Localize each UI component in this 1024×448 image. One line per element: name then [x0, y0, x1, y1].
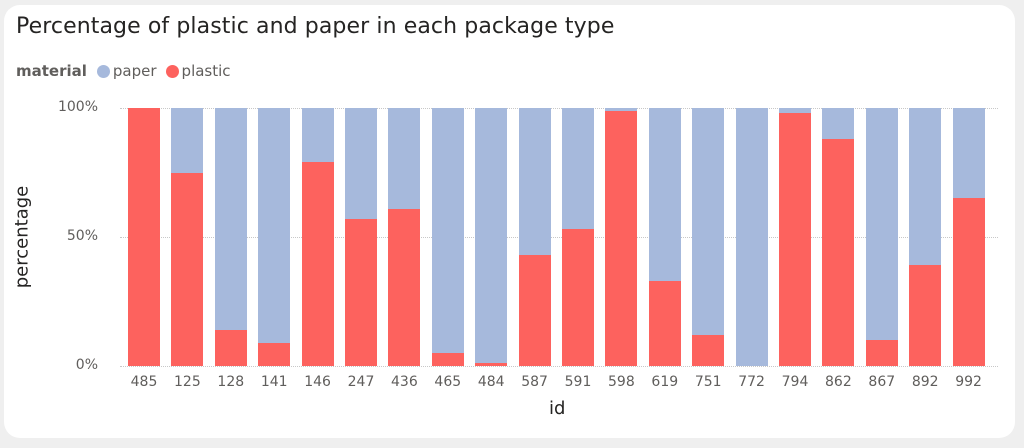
bar-segment-paper[interactable]: [214, 108, 247, 330]
bar-619[interactable]: [648, 108, 681, 366]
bar-segment-paper[interactable]: [909, 108, 942, 266]
bar-segment-paper[interactable]: [605, 108, 638, 111]
bar-segment-paper[interactable]: [822, 108, 855, 139]
bar-segment-plastic[interactable]: [475, 363, 508, 366]
plastic-swatch-icon: [165, 64, 179, 78]
bar-587[interactable]: [518, 108, 551, 366]
bar-141[interactable]: [258, 108, 291, 366]
bar-segment-plastic[interactable]: [518, 255, 551, 366]
x-tick-label: 485: [130, 374, 158, 390]
bar-segment-plastic[interactable]: [909, 265, 942, 366]
gridline: [120, 108, 998, 109]
bar-segment-plastic[interactable]: [692, 335, 725, 366]
bar-segment-plastic[interactable]: [258, 342, 291, 366]
bar-segment-plastic[interactable]: [301, 162, 334, 366]
x-tick-label: 146: [304, 374, 331, 390]
bar-772[interactable]: [735, 108, 768, 366]
bar-segment-plastic[interactable]: [431, 353, 464, 366]
bar-146[interactable]: [301, 108, 334, 366]
bar-segment-paper[interactable]: [735, 108, 768, 366]
x-tick-label: 587: [521, 374, 548, 390]
bar-128[interactable]: [214, 108, 247, 366]
x-tick-label: 862: [825, 374, 852, 390]
x-tick-label: 751: [694, 374, 722, 390]
bar-segment-plastic[interactable]: [648, 280, 681, 366]
bar-485[interactable]: [128, 108, 160, 366]
bar-segment-paper[interactable]: [258, 108, 291, 343]
bar-segment-plastic[interactable]: [865, 340, 898, 366]
legend-label: plastic: [181, 62, 231, 80]
bar-247[interactable]: [345, 108, 377, 366]
bar-465[interactable]: [431, 108, 464, 366]
bar-segment-paper[interactable]: [431, 108, 464, 354]
bar-598[interactable]: [605, 108, 638, 366]
bar-segment-paper[interactable]: [301, 108, 334, 163]
x-tick-label: 128: [217, 374, 245, 390]
x-axis-label: id: [549, 398, 566, 419]
x-tick-label: 125: [174, 374, 201, 390]
bar-segment-plastic[interactable]: [562, 229, 594, 366]
x-tick-label: 598: [608, 374, 635, 390]
bar-segment-plastic[interactable]: [388, 208, 421, 366]
bar-segment-paper[interactable]: [518, 108, 551, 256]
x-tick-label: 992: [955, 374, 982, 390]
bar-436[interactable]: [388, 108, 421, 366]
bar-segment-plastic[interactable]: [214, 329, 247, 366]
x-tick-label: 591: [564, 374, 592, 390]
legend-label: paper: [112, 62, 157, 80]
chart-title: Percentage of plastic and paper in each …: [16, 14, 615, 39]
gridline: [120, 237, 998, 238]
bar-segment-paper[interactable]: [562, 108, 594, 230]
legend-title: material: [16, 62, 87, 80]
bar-segment-paper[interactable]: [648, 108, 681, 281]
legend: material paper plastic: [16, 62, 240, 80]
bar-segment-plastic[interactable]: [779, 113, 811, 366]
bar-segment-paper[interactable]: [171, 108, 204, 173]
bar-892[interactable]: [909, 108, 942, 366]
bar-segment-plastic[interactable]: [952, 198, 985, 366]
x-tick-label: 794: [781, 374, 809, 390]
bar-segment-paper[interactable]: [388, 108, 421, 209]
x-tick-label: 141: [260, 374, 288, 390]
bar-867[interactable]: [865, 108, 898, 366]
x-tick-label: 436: [391, 374, 418, 390]
bar-segment-plastic[interactable]: [171, 172, 204, 366]
paper-swatch-icon: [96, 64, 110, 78]
bar-segment-paper[interactable]: [345, 108, 377, 219]
bar-125[interactable]: [171, 108, 204, 366]
bar-484[interactable]: [475, 108, 508, 366]
bar-segment-plastic[interactable]: [605, 110, 638, 366]
bar-segment-paper[interactable]: [692, 108, 725, 336]
bar-segment-paper[interactable]: [475, 108, 508, 364]
bar-591[interactable]: [562, 108, 594, 366]
y-tick-label: 100%: [57, 99, 98, 115]
bar-segment-plastic[interactable]: [345, 218, 377, 366]
bar-862[interactable]: [822, 108, 855, 366]
x-tick-label: 892: [911, 374, 939, 390]
x-tick-label: 772: [738, 374, 765, 390]
legend-item-paper[interactable]: paper: [96, 62, 157, 80]
x-tick-label: 247: [347, 374, 375, 390]
y-tick-label: 0%: [75, 357, 98, 373]
y-tick-label: 50%: [66, 228, 98, 244]
bar-segment-plastic[interactable]: [128, 108, 160, 366]
x-tick-label: 484: [477, 374, 505, 390]
bar-992[interactable]: [952, 108, 985, 366]
x-tick-label: 867: [868, 374, 896, 390]
x-tick-label: 465: [434, 374, 462, 390]
bar-segment-paper[interactable]: [952, 108, 985, 199]
bar-794[interactable]: [779, 108, 811, 366]
gridline: [120, 366, 998, 367]
legend-item-plastic[interactable]: plastic: [165, 62, 231, 80]
bar-segment-paper[interactable]: [779, 108, 811, 114]
bar-segment-plastic[interactable]: [822, 138, 855, 366]
bar-751[interactable]: [692, 108, 725, 366]
bar-segment-paper[interactable]: [865, 108, 898, 341]
x-tick-label: 619: [651, 374, 679, 390]
